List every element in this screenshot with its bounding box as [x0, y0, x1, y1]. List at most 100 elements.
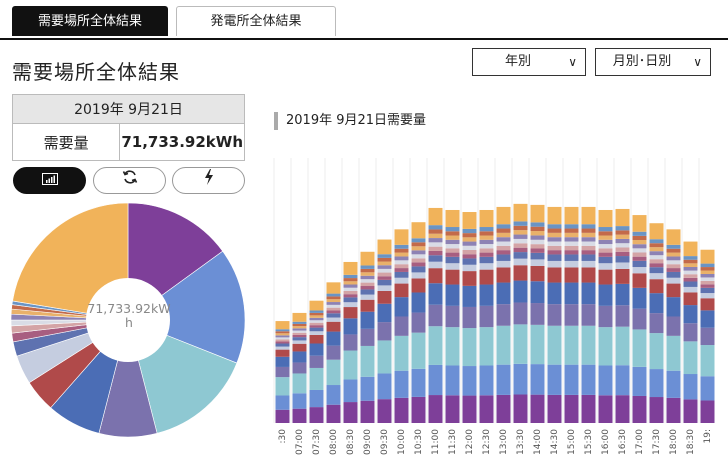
bar-segment	[530, 265, 545, 282]
bar-segment	[564, 364, 579, 395]
bar-segment	[343, 290, 358, 295]
bar-segment	[700, 270, 715, 274]
bar-segment	[462, 264, 477, 272]
bar-segment	[547, 237, 562, 242]
bar-segment	[547, 254, 562, 261]
bar-segment	[292, 340, 307, 344]
bar-segment	[700, 345, 715, 377]
bar-segment	[428, 283, 443, 305]
summary-value: 71,733.92kWh	[119, 123, 245, 161]
bar-segment	[309, 334, 324, 344]
bar-segment	[377, 276, 392, 280]
x-tick-label: 07:30	[312, 429, 322, 455]
chart-title: 2019年 9月21日需要量	[274, 112, 426, 130]
bar-segment	[683, 292, 698, 306]
tab-plant-all[interactable]: 発電所全体結果	[176, 6, 336, 36]
bar-segment	[275, 329, 290, 332]
bar-segment	[513, 324, 528, 364]
bar-segment	[649, 239, 664, 244]
bar-segment	[581, 206, 596, 225]
bar-segment	[598, 239, 613, 245]
bar-segment	[428, 261, 443, 269]
bar-segment	[394, 229, 409, 245]
x-tick-label: 15:00	[567, 429, 577, 455]
bar-segment	[479, 239, 494, 245]
bar-segment	[564, 325, 579, 365]
bar-segment	[275, 343, 290, 347]
bar-segment	[496, 304, 511, 326]
refresh-button[interactable]	[93, 167, 166, 194]
bar-segment	[547, 228, 562, 233]
bar-segment	[547, 224, 562, 229]
bar-segment	[547, 325, 562, 365]
bar-segment	[700, 310, 715, 328]
bar-segment	[530, 252, 545, 260]
bar-segment	[462, 285, 477, 307]
bar-segment	[377, 265, 392, 269]
bar-segment	[462, 366, 477, 396]
bar-segment	[513, 394, 528, 423]
bar-segment	[479, 284, 494, 306]
bar-segment	[292, 321, 307, 324]
pie-center-total: 71,733.92kWh	[87, 301, 171, 330]
bar-segment	[292, 393, 307, 409]
bar-segment	[700, 280, 715, 285]
bar-segment	[309, 310, 324, 313]
bar-segment	[445, 227, 460, 232]
bar-segment	[530, 244, 545, 249]
bar-segment	[581, 325, 596, 365]
bar-segment	[513, 238, 528, 244]
period-dropdown-label: 年別	[504, 54, 531, 69]
period-dropdown[interactable]: 年別 ∨	[472, 48, 586, 76]
bar-segment	[309, 317, 324, 321]
bar-segment	[428, 246, 443, 251]
bar-segment	[581, 232, 596, 238]
bar-segment	[428, 268, 443, 284]
bar-segment	[683, 305, 698, 324]
x-tick-label: 16:00	[601, 429, 611, 455]
bar-segment	[615, 234, 630, 239]
bar-segment	[394, 268, 409, 272]
bar-segment	[496, 282, 511, 305]
bar-segment	[292, 337, 307, 341]
bar-segment	[513, 225, 528, 231]
bar-segment	[462, 228, 477, 234]
bar-segment	[326, 310, 341, 314]
bar-segment	[496, 232, 511, 238]
bar-segment	[377, 340, 392, 374]
bar-segment	[683, 274, 698, 278]
bar-segment	[462, 241, 477, 246]
bar-segment	[513, 203, 528, 222]
bar-segment	[360, 400, 375, 423]
bar-segment	[445, 327, 460, 366]
bar-segment	[428, 395, 443, 423]
bar-segment	[411, 222, 426, 239]
bar-segment	[360, 251, 375, 266]
bar-segment	[292, 330, 307, 333]
bar-segment	[496, 245, 511, 251]
power-button[interactable]	[172, 167, 245, 194]
bar-segment	[581, 282, 596, 305]
bar-segment	[496, 394, 511, 423]
bar-segment	[530, 231, 545, 236]
x-tick-label: 10:00	[397, 429, 407, 455]
bar-segment	[547, 232, 562, 238]
bar-segment	[564, 241, 579, 246]
bar-segment	[564, 206, 579, 225]
bar-segment	[479, 209, 494, 228]
granularity-dropdown[interactable]: 月別･日別 ∨	[595, 48, 711, 76]
bar-segment	[615, 256, 630, 263]
bar-segment	[479, 231, 494, 236]
x-tick-label: 17:30	[652, 429, 662, 455]
bar-segment	[683, 270, 698, 275]
bar-segment	[462, 237, 477, 242]
stacked-bar-chart: :30 07:00 07:30 08:00 08:30 09:00 09:30 10:00 10…	[273, 158, 715, 455]
tab-demand-all[interactable]: 需要場所全体結果	[12, 6, 168, 36]
bar-segment	[564, 250, 579, 255]
bar-view-button[interactable]	[13, 167, 86, 194]
bar-segment	[292, 334, 307, 338]
bar-segment	[360, 345, 375, 377]
bar-segment	[445, 235, 460, 240]
bar-segment	[632, 215, 647, 232]
bar-segment	[309, 300, 324, 311]
